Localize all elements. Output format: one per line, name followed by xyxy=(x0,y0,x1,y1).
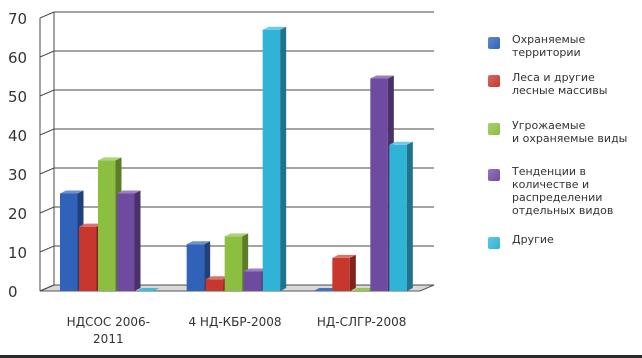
bar xyxy=(262,26,287,291)
y-tick-label: 20 xyxy=(8,205,27,223)
y-tick-label: 40 xyxy=(8,127,27,145)
bar xyxy=(389,141,413,291)
bar-front xyxy=(117,193,135,291)
legend-label: Другие xyxy=(512,233,554,246)
bar-top xyxy=(98,157,122,161)
bar-top xyxy=(224,233,249,237)
y-tick-label: 60 xyxy=(8,49,27,67)
legend-item-threatened-species: Угрожаемые и охраняемые виды xyxy=(488,119,638,165)
x-tick-label: 4 НД-КБР-2008 xyxy=(188,315,281,329)
legend: Охраняемые территории Леса и другие лесн… xyxy=(488,33,638,253)
bars xyxy=(60,26,413,291)
legend-label: Угрожаемые и охраняемые виды xyxy=(512,119,628,145)
legend-swatch-protected-areas xyxy=(488,37,500,49)
bar-front xyxy=(60,193,78,291)
x-tick-label: 2011 xyxy=(93,332,124,346)
y-tick-labels: 0 10 20 30 40 50 60 70 xyxy=(8,10,27,301)
legend-label: Тенденции в количестве и распределении о… xyxy=(512,165,614,217)
x-tick-label: НДСОС 2006- xyxy=(67,315,150,329)
bottom-rule xyxy=(0,355,642,358)
bar-front xyxy=(79,226,97,291)
bar-top xyxy=(351,288,375,291)
legend-item-protected-areas: Охраняемые территории xyxy=(488,33,638,71)
bar-top xyxy=(117,190,141,194)
legend-swatch-threatened-species xyxy=(488,123,500,135)
bar-side xyxy=(134,190,141,291)
legend-swatch-other xyxy=(488,237,500,249)
y-tick-label: 10 xyxy=(8,244,27,262)
legend-label: Охраняемые территории xyxy=(512,33,586,59)
bar-front xyxy=(186,244,205,291)
bar-top xyxy=(60,190,84,194)
x-tick-labels: НДСОС 2006- 2011 4 НД-КБР-2008 НД-СЛГР-2008 xyxy=(67,315,407,346)
bar-top xyxy=(136,288,160,291)
bar-front xyxy=(205,279,224,291)
bar-front xyxy=(98,160,116,291)
back-wall xyxy=(54,12,434,285)
y-tick-label: 0 xyxy=(8,283,18,301)
bar-front xyxy=(370,78,388,291)
bar xyxy=(313,288,337,291)
bar-front xyxy=(332,257,350,291)
bar xyxy=(351,288,375,291)
legend-item-forests: Леса и другие лесные массивы xyxy=(488,71,638,119)
bar-front xyxy=(224,236,243,291)
legend-swatch-forests xyxy=(488,75,500,87)
bar xyxy=(117,190,141,291)
bar-top xyxy=(262,26,287,30)
bar xyxy=(332,254,356,291)
bar-top xyxy=(186,241,211,245)
bar-front xyxy=(389,144,407,291)
bar-side xyxy=(280,26,287,291)
bar-top xyxy=(243,268,268,272)
bar-side xyxy=(406,141,413,291)
x-tick-label: НД-СЛГР-2008 xyxy=(317,315,407,329)
y-tick-label: 50 xyxy=(8,88,27,106)
y-tick-label: 70 xyxy=(8,10,27,28)
bar xyxy=(136,288,160,291)
bar-top xyxy=(313,288,337,291)
legend-swatch-trends xyxy=(488,169,500,181)
legend-item-trends: Тенденции в количестве и распределении о… xyxy=(488,165,638,233)
bar-top xyxy=(205,276,230,280)
bar-top xyxy=(389,141,413,145)
y-tick-label: 30 xyxy=(8,166,27,184)
bar-top xyxy=(370,75,394,79)
legend-label: Леса и другие лесные массивы xyxy=(512,71,608,97)
bar-top xyxy=(332,254,356,258)
bar-front xyxy=(243,271,262,291)
bar-top xyxy=(79,223,103,227)
bar-side xyxy=(349,254,356,291)
axes xyxy=(39,12,55,291)
legend-item-other: Другие xyxy=(488,233,638,253)
bar-front xyxy=(262,29,281,291)
